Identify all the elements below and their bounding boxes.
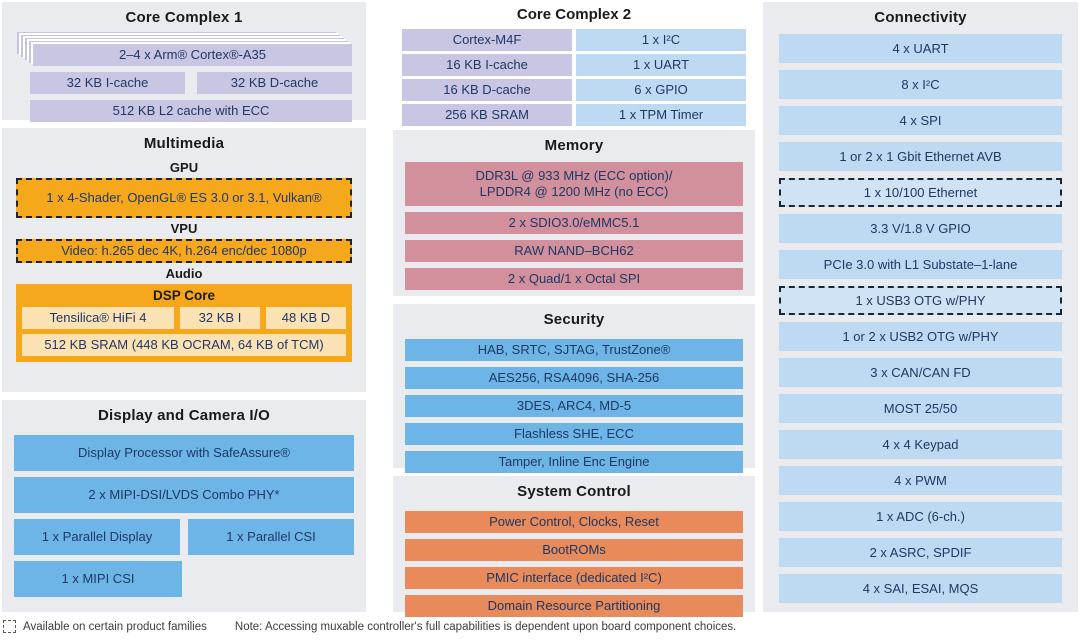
cc2-row: Cortex-M4F 1 x I²C [402, 29, 746, 51]
mipi-dsi-lvds-box: 2 x MIPI-DSI/LVDS Combo PHY* [14, 477, 354, 513]
security-aes-box: AES256, RSA4096, SHA-256 [405, 367, 743, 389]
cortex-a35-box: 2–4 x Arm® Cortex®-A35 [33, 44, 352, 66]
connectivity-title: Connectivity [874, 9, 967, 26]
gpu-box: 1 x 4-Shader, OpenGL® ES 3.0 or 3.1, Vul… [16, 178, 352, 218]
cc2-row: 16 KB I-cache 1 x UART [402, 54, 746, 76]
display-camera-title: Display and Camera I/O [98, 407, 270, 424]
core-complex-1-title: Core Complex 1 [125, 9, 243, 26]
panel-multimedia: Multimedia GPU 1 x 4-Shader, OpenGL® ES … [2, 128, 366, 392]
cc2-row: 256 KB SRAM 1 x TPM Timer [402, 104, 746, 126]
pmic-interface-box: PMIC interface (dedicated I²C) [405, 567, 743, 589]
middle-column: Core Complex 2 Cortex-M4F 1 x I²C 16 KB … [393, 2, 755, 617]
conn-gbit-ethernet-box: 1 or 2 x 1 Gbit Ethernet AVB [779, 142, 1062, 171]
sdio-emmc-box: 2 x SDIO3.0/eMMC5.1 [405, 212, 743, 234]
security-tamper-box: Tamper, Inline Enc Engine [405, 451, 743, 473]
mipi-csi-box: 1 x MIPI CSI [14, 561, 182, 597]
memory-title: Memory [544, 137, 604, 154]
conn-adc-box: 1 x ADC (6-ch.) [779, 502, 1062, 531]
dsp-core-container: DSP Core Tensilica® HiFi 4 32 KB I 48 KB… [16, 284, 352, 362]
domain-partitioning-box: Domain Resource Partitioning [405, 595, 743, 617]
conn-uart-box: 4 x UART [779, 34, 1062, 63]
cc2-row: 16 KB D-cache 6 x GPIO [402, 79, 746, 101]
section-core-complex-2: Core Complex 2 Cortex-M4F 1 x I²C 16 KB … [393, 2, 755, 126]
panel-display-camera: Display and Camera I/O Display Processor… [2, 400, 366, 612]
panel-system-control: System Control Power Control, Clocks, Re… [393, 476, 755, 617]
audio-label: Audio [165, 266, 203, 281]
conn-pcie-box: PCIe 3.0 with L1 Substate–1-lane [779, 250, 1062, 279]
cc2-dcache-box: 16 KB D-cache [402, 79, 572, 101]
dsp-dcache-box: 48 KB D [266, 307, 346, 329]
dsp-hifi4-box: Tensilica® HiFi 4 [22, 307, 174, 329]
cortex-m4f-box: Cortex-M4F [402, 29, 572, 51]
legend-note: Note: Accessing muxable controller's ful… [234, 620, 737, 633]
power-control-box: Power Control, Clocks, Reset [405, 511, 743, 533]
dashed-box-legend-icon [3, 620, 16, 633]
vpu-box: Video: h.265 dec 4K, h.264 enc/dec 1080p [16, 239, 352, 263]
parallel-csi-box: 1 x Parallel CSI [188, 519, 354, 555]
cpu-core-stack: 2–4 x Arm® Cortex®-A35 [33, 44, 352, 66]
gpu-text: 1 x 4-Shader, OpenGL® ES 3.0 or 3.1, Vul… [46, 190, 322, 206]
core-complex-2-title: Core Complex 2 [516, 6, 632, 23]
bootroms-box: BootROMs [405, 539, 743, 561]
multimedia-title: Multimedia [143, 135, 225, 152]
display-camera-split-row: 1 x Parallel Display 1 x Parallel CSI [14, 519, 354, 555]
conn-usb3-box: 1 x USB3 OTG w/PHY [779, 286, 1062, 315]
conn-sai-esai-mqs-box: 4 x SAI, ESAI, MQS [779, 574, 1062, 603]
icache-box: 32 KB I-cache [30, 72, 185, 94]
conn-asrc-spdif-box: 2 x ASRC, SPDIF [779, 538, 1062, 567]
system-control-title: System Control [517, 483, 631, 500]
dsp-icache-box: 32 KB I [180, 307, 260, 329]
security-3des-box: 3DES, ARC4, MD-5 [405, 395, 743, 417]
cc2-i2c-box: 1 x I²C [576, 29, 746, 51]
cc2-uart-box: 1 x UART [576, 54, 746, 76]
conn-can-box: 3 x CAN/CAN FD [779, 358, 1062, 387]
panel-core-complex-1: Core Complex 1 2–4 x Arm® Cortex®-A35 32… [2, 2, 366, 122]
raw-nand-box: RAW NAND–BCH62 [405, 240, 743, 262]
panel-security: Security HAB, SRTC, SJTAG, TrustZone® AE… [393, 304, 755, 473]
left-column: Core Complex 1 2–4 x Arm® Cortex®-A35 32… [2, 2, 366, 612]
conn-i2c-box: 8 x I²C [779, 70, 1062, 99]
cc2-sram-box: 256 KB SRAM [402, 104, 572, 126]
ddr-box: DDR3L @ 933 MHz (ECC option)/ LPDDR4 @ 1… [405, 162, 743, 206]
conn-usb2-box: 1 or 2 x USB2 OTG w/PHY [779, 322, 1062, 351]
l2-cache-box: 512 KB L2 cache with ECC [30, 100, 352, 122]
cc2-tpm-timer-box: 1 x TPM Timer [576, 104, 746, 126]
panel-connectivity: Connectivity 4 x UART 8 x I²C 4 x SPI 1 … [763, 2, 1078, 612]
right-column: Connectivity 4 x UART 8 x I²C 4 x SPI 1 … [763, 2, 1078, 612]
dsp-core-title: DSP Core [152, 288, 216, 303]
panel-memory: Memory DDR3L @ 933 MHz (ECC option)/ LPD… [393, 130, 755, 296]
quad-octal-spi-box: 2 x Quad/1 x Octal SPI [405, 268, 743, 290]
conn-keypad-box: 4 x 4 Keypad [779, 430, 1062, 459]
display-processor-box: Display Processor with SafeAssure® [14, 435, 354, 471]
cc2-gpio-box: 6 x GPIO [576, 79, 746, 101]
security-hab-box: HAB, SRTC, SJTAG, TrustZone® [405, 339, 743, 361]
conn-most-box: MOST 25/50 [779, 394, 1062, 423]
gpu-label: GPU [169, 160, 199, 175]
security-title: Security [543, 311, 605, 328]
cc2-icache-box: 16 KB I-cache [402, 54, 572, 76]
cache-row: 32 KB I-cache 32 KB D-cache [30, 72, 352, 94]
parallel-display-box: 1 x Parallel Display [14, 519, 180, 555]
vpu-label: VPU [170, 221, 198, 236]
dcache-box: 32 KB D-cache [197, 72, 352, 94]
dsp-row: Tensilica® HiFi 4 32 KB I 48 KB D [22, 307, 346, 329]
conn-gpio-box: 3.3 V/1.8 V GPIO [779, 214, 1062, 243]
dsp-sram-box: 512 KB SRAM (448 KB OCRAM, 64 KB of TCM) [22, 334, 346, 356]
conn-spi-box: 4 x SPI [779, 106, 1062, 135]
conn-pwm-box: 4 x PWM [779, 466, 1062, 495]
conn-10-100-ethernet-box: 1 x 10/100 Ethernet [779, 178, 1062, 207]
legend-label: Available on certain product families [23, 620, 207, 633]
security-she-box: Flashless SHE, ECC [405, 423, 743, 445]
footer-legend: Available on certain product families No… [3, 620, 736, 633]
